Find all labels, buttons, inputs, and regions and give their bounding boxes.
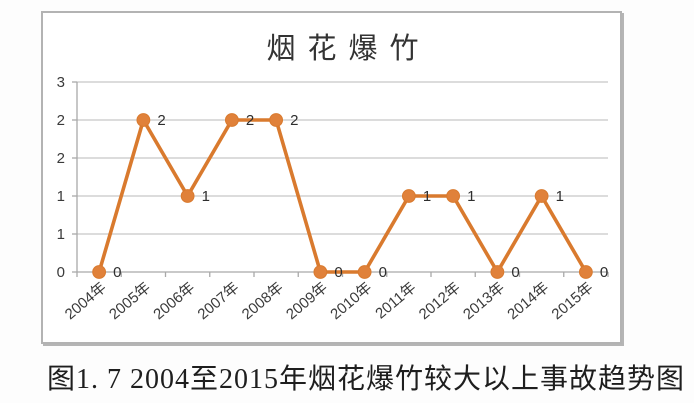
data-point-marker <box>224 113 239 127</box>
data-line <box>97 118 588 274</box>
data-point-label: 1 <box>423 188 431 205</box>
data-point-label: 1 <box>556 188 564 205</box>
data-point-marker <box>313 265 328 279</box>
x-tick-label: 2004年 <box>62 279 110 323</box>
data-point-marker <box>534 189 549 203</box>
x-tick-label: 2015年 <box>548 279 596 323</box>
data-point-label: 1 <box>202 188 210 205</box>
x-tick-label: 2006年 <box>150 279 198 323</box>
data-point-label: 0 <box>379 264 387 281</box>
y-tick-label: 1 <box>57 188 65 205</box>
data-point-label: 0 <box>113 264 121 281</box>
y-tick-label: 2 <box>57 112 65 129</box>
y-tick-label: 2 <box>57 150 65 167</box>
data-point-marker <box>92 265 107 279</box>
x-tick-label: 2012年 <box>416 279 464 323</box>
data-point-marker <box>578 265 593 279</box>
x-tick-label: 2011年 <box>372 279 419 322</box>
data-point-marker <box>269 113 284 127</box>
line-chart: 0112232004年2005年2006年2007年2008年2009年2010… <box>57 74 609 323</box>
x-tick-label: 2009年 <box>283 279 331 323</box>
data-point-marker <box>180 189 195 203</box>
data-point-marker <box>490 265 505 279</box>
x-tick-label: 2005年 <box>106 279 154 323</box>
x-tick-label: 2007年 <box>194 279 242 323</box>
x-tick-label: 2010年 <box>327 279 375 323</box>
data-point-label: 0 <box>334 264 342 281</box>
y-tick-label: 0 <box>57 264 65 281</box>
data-point-label: 2 <box>246 112 254 129</box>
x-tick-label: 2013年 <box>460 279 508 323</box>
y-tick-label: 1 <box>57 226 65 243</box>
x-tick-label: 2014年 <box>504 279 552 323</box>
data-point-label: 0 <box>600 264 608 281</box>
chart-title: 烟花爆竹 <box>266 33 431 65</box>
data-point-marker <box>357 265 372 279</box>
data-point-label: 2 <box>157 112 165 129</box>
y-tick-label: 3 <box>57 74 65 91</box>
figure-caption: 图1. 7 2004至2015年烟花爆竹较大以上事故趋势图 <box>46 364 685 395</box>
data-point-label: 2 <box>290 112 298 129</box>
data-point-marker <box>446 189 461 203</box>
data-point-marker <box>401 189 416 203</box>
data-point-label: 0 <box>511 264 519 281</box>
data-point-marker <box>136 113 151 127</box>
data-point-label: 1 <box>467 188 475 205</box>
x-tick-label: 2008年 <box>239 279 287 323</box>
chart-panel: 烟花爆竹 0 1 1 2 2 3 2004年 2005年 2006年 2007年 2008年 2009… <box>41 11 622 344</box>
